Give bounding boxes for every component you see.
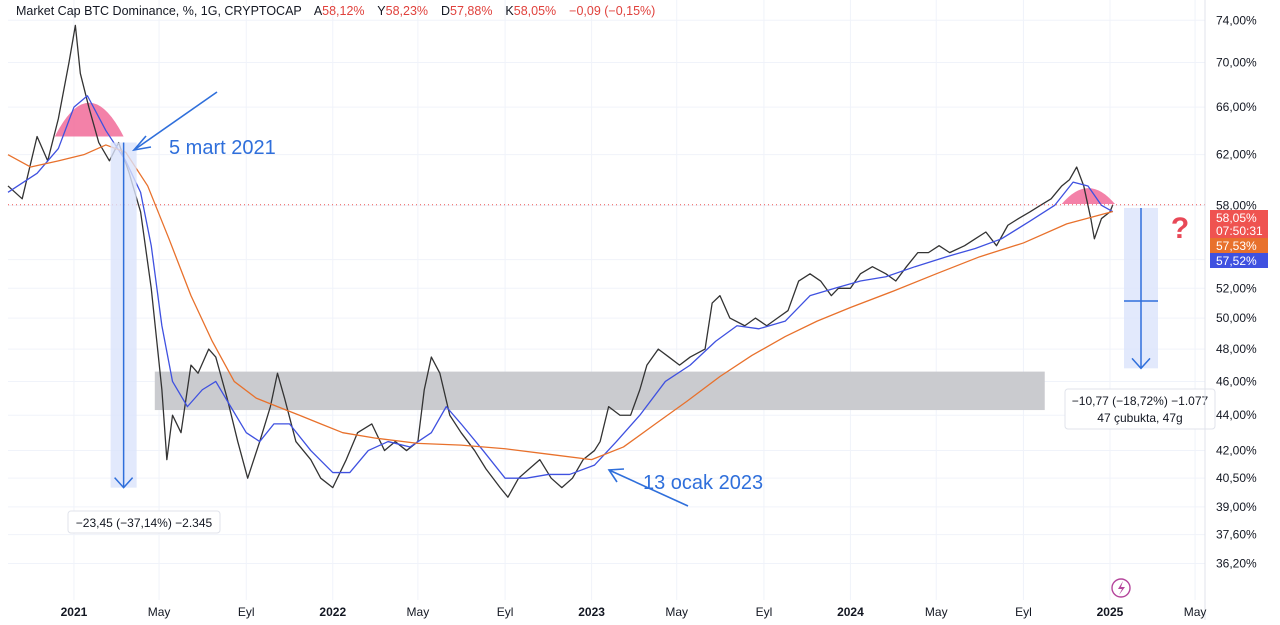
y-tick-label: 46,00%	[1216, 374, 1257, 388]
measure-label-2025-text: −10,77 (−18,72%) −1.077	[1072, 394, 1209, 408]
arrow-2023	[608, 469, 689, 507]
price-label-value: 57,53%	[1216, 239, 1257, 253]
y-tick-label: 37,60%	[1216, 528, 1257, 542]
y-tick-label: 52,00%	[1216, 281, 1257, 295]
low-label: D	[441, 4, 451, 18]
y-axis: 36,20% 37,60% 39,00% 40,50% 42,00% 44,00% 46,0…	[1204, 0, 1268, 620]
high-label: Y	[377, 4, 386, 18]
lightning-icon	[1111, 578, 1131, 598]
symbol-title: Market Cap BTC Dominance, %, 1G, CRYPTOC…	[16, 4, 302, 18]
moving-average-fast	[7, 95, 1114, 479]
series-layer	[7, 24, 1114, 498]
support-zone	[154, 371, 1045, 411]
x-tick-label: 2025	[1097, 605, 1124, 619]
arrow-2023-head	[607, 468, 625, 483]
x-tick-label: May	[925, 605, 948, 619]
lightning-icon-bolt	[1118, 581, 1125, 595]
low-value: 57,88%	[450, 4, 493, 18]
price-line	[7, 24, 1114, 498]
measure-label-2025-text: 47 çubukta, 47g	[1097, 411, 1182, 425]
question-mark: ?	[1171, 212, 1189, 245]
measure-range-2025-arrow	[1131, 357, 1151, 370]
close-value: 58,05%	[513, 4, 557, 18]
y-tick-label: 62,00%	[1216, 148, 1257, 162]
x-tick-label: 2024	[837, 605, 864, 619]
x-tick-label: May	[407, 605, 430, 619]
y-tick-label: 66,00%	[1216, 100, 1257, 114]
y-tick-label: 70,00%	[1216, 55, 1257, 69]
x-tick-label: Eyl	[1015, 605, 1032, 619]
y-tick-label: 48,00%	[1216, 342, 1257, 356]
price-label-box	[1210, 210, 1268, 238]
price-label-box	[1210, 238, 1268, 253]
measure-range-2021-arrow	[114, 477, 134, 489]
price-label-value: 57,52%	[1216, 254, 1257, 268]
x-axis: 2021 May Eyl 2022 May Eyl 2023 May Eyl 2024 May Eyl…	[61, 605, 1207, 619]
open-label: A	[313, 4, 323, 18]
top-highlight-2024	[1061, 188, 1115, 205]
x-tick-label: 2023	[578, 605, 605, 619]
x-tick-label: May	[148, 605, 171, 619]
y-tick-label: 74,00%	[1216, 13, 1257, 27]
open-value: 58,12%	[322, 4, 365, 18]
high-value: 58,23%	[385, 4, 429, 18]
y-tick-label: 36,20%	[1216, 556, 1257, 570]
measure-label-2021-box	[67, 510, 221, 534]
x-tick-label: Eyl	[238, 605, 255, 619]
y-tick-label: 44,00%	[1216, 408, 1257, 422]
measure-label-2025-box	[1064, 388, 1216, 430]
y-tick-label: 40,50%	[1216, 471, 1257, 485]
y-tick-label: 58,00%	[1216, 198, 1257, 212]
y-tick-label: 42,00%	[1216, 444, 1257, 458]
x-tick-label: May	[1184, 605, 1207, 619]
grid-layer	[8, 0, 1205, 600]
x-tick-label: Eyl	[756, 605, 773, 619]
x-tick-label: Eyl	[497, 605, 514, 619]
x-tick-label: 2022	[319, 605, 346, 619]
close-label: K	[505, 4, 514, 18]
annotation-layer: −23,45 (−37,14%) −2.345 −10,77 (−18,72%) …	[8, 91, 1216, 598]
y-tick-label: 50,00%	[1216, 311, 1257, 325]
annotation-13-ocak-2023: 13 ocak 2023	[643, 472, 763, 494]
annotation-5-mart-2021: 5 mart 2021	[169, 137, 276, 159]
change-value: −0,09 (−0,15%)	[569, 4, 656, 18]
measure-label-2021-text: −23,45 (−37,14%) −2.345	[76, 516, 213, 530]
price-label-countdown: 07:50:31	[1216, 224, 1263, 238]
x-tick-label: May	[665, 605, 688, 619]
price-label-value: 58,05%	[1216, 211, 1257, 225]
x-tick-label: 2021	[61, 605, 88, 619]
arrow-2021	[133, 91, 218, 151]
moving-average-slow	[7, 144, 1113, 461]
y-tick-label: 39,00%	[1216, 500, 1257, 514]
arrow-2021-head	[131, 135, 152, 152]
price-label-box	[1210, 253, 1268, 268]
legend-header: Market Cap BTC Dominance, %, 1G, CRYPTOC…	[16, 4, 655, 18]
